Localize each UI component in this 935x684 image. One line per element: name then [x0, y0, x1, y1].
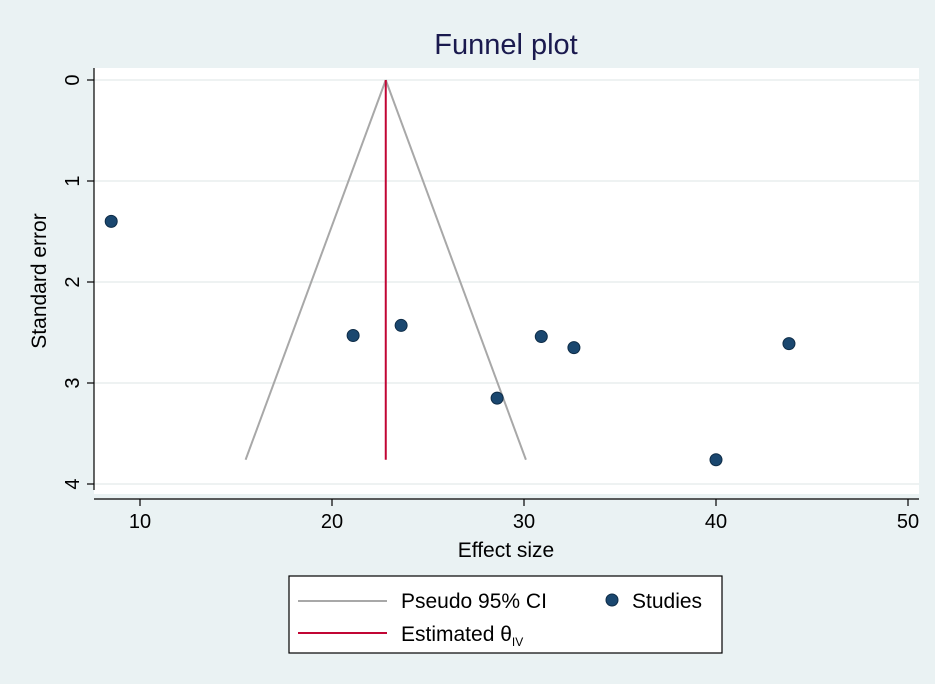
- grid-lines: [94, 79, 919, 485]
- study-point: [394, 318, 408, 332]
- y-tick-label: 3: [62, 377, 84, 388]
- study-point: [104, 214, 118, 228]
- study-point: [534, 330, 548, 344]
- y-tick-label: 0: [62, 74, 84, 85]
- x-axis-title: Effect size: [458, 539, 555, 562]
- y-tick-label: 2: [62, 276, 84, 287]
- study-points: [104, 214, 796, 467]
- x-tick-label: 30: [513, 511, 535, 533]
- y-tick-label: 1: [62, 175, 84, 186]
- legend-estimate-label-text: Estimated θ: [401, 623, 512, 646]
- x-tick-label: 10: [129, 511, 151, 533]
- ci-line-left: [244, 79, 387, 461]
- y-axis: 0 1 2 3 4: [62, 68, 95, 490]
- study-point: [709, 453, 723, 467]
- chart-title: Funnel plot: [434, 29, 578, 61]
- legend-estimate-subscript: IV: [512, 635, 523, 649]
- legend-ci-label: Pseudo 95% CI: [401, 590, 547, 613]
- y-tick-label: 4: [62, 478, 84, 489]
- study-point: [490, 391, 504, 405]
- y-axis-title: Standard error: [28, 213, 51, 348]
- x-tick-label: 20: [321, 511, 343, 533]
- legend-studies-marker: [605, 593, 619, 607]
- plot-area: [94, 68, 919, 494]
- study-point: [567, 341, 581, 355]
- legend: Pseudo 95% CI Studies Estimated θIV: [288, 575, 723, 654]
- legend-estimate-label: Estimated θIV: [401, 623, 523, 649]
- x-tick-label: 40: [705, 511, 727, 533]
- study-point: [346, 329, 360, 343]
- study-point: [782, 337, 796, 351]
- legend-box: [288, 575, 723, 654]
- x-axis: 10 20 30 40 50: [94, 498, 919, 533]
- legend-studies-label: Studies: [632, 590, 702, 613]
- x-tick-label: 50: [897, 511, 919, 533]
